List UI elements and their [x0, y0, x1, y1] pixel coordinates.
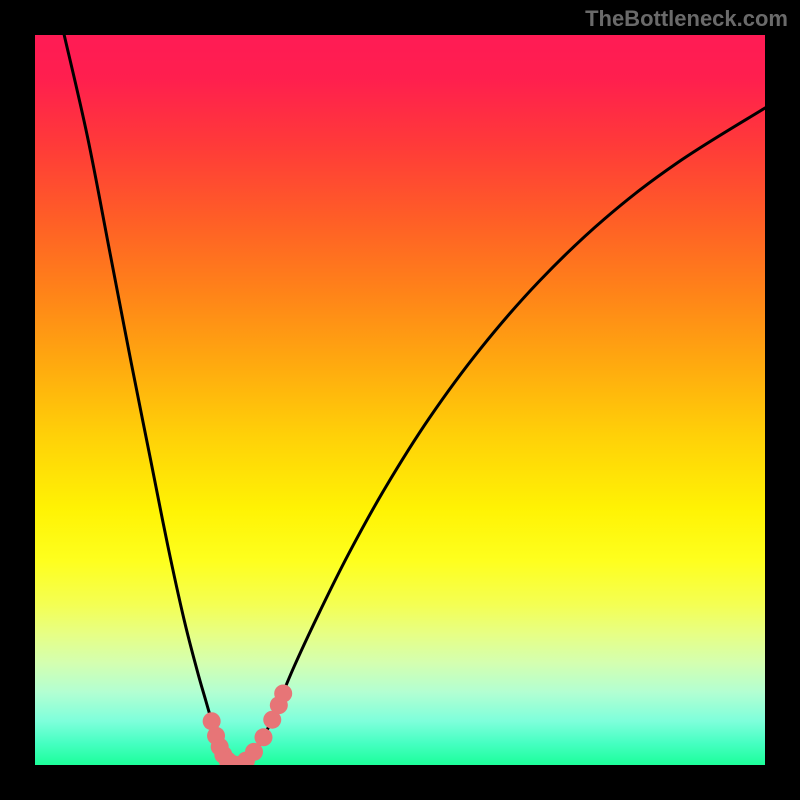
chart-container: TheBottleneck.com — [0, 0, 800, 800]
watermark-text: TheBottleneck.com — [585, 6, 788, 32]
highlight-dot — [254, 728, 272, 746]
plot-area — [35, 35, 765, 765]
highlight-dot — [274, 684, 292, 702]
chart-svg — [35, 35, 765, 765]
gradient-background — [35, 35, 765, 765]
